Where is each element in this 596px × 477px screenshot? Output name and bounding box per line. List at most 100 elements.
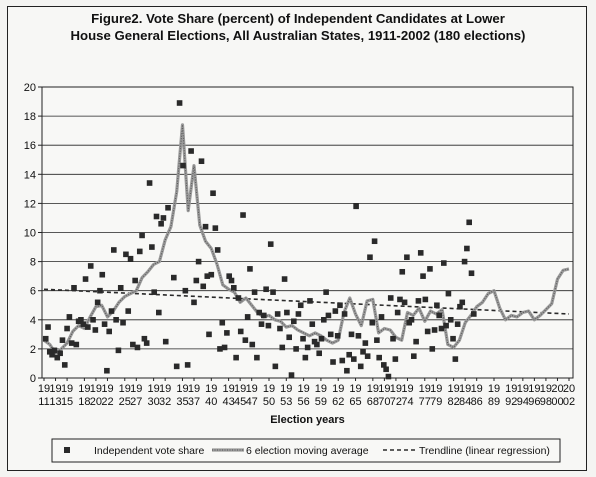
x-tick-label-bottom: 45 bbox=[234, 396, 246, 408]
x-tick-label-bottom: 47 bbox=[246, 396, 258, 408]
data-point bbox=[251, 289, 258, 295]
data-point bbox=[348, 331, 355, 338]
x-axis-label: Election years bbox=[270, 414, 345, 426]
data-point bbox=[334, 333, 341, 339]
x-tick-label-bottom: 86 bbox=[471, 396, 483, 408]
x-tick-label-top: 19 bbox=[90, 383, 102, 395]
data-point bbox=[291, 318, 297, 325]
data-point bbox=[247, 266, 253, 272]
x-tick-label-top: 19 bbox=[38, 383, 50, 395]
legend-marker-scatter bbox=[64, 447, 70, 453]
data-point bbox=[208, 271, 215, 278]
x-tick-label-top: 20 bbox=[551, 383, 563, 395]
legend-label-moving-average: 6 election moving average bbox=[246, 445, 369, 457]
data-point bbox=[461, 258, 468, 265]
y-tick-label: 10 bbox=[24, 228, 36, 240]
data-point bbox=[108, 308, 115, 314]
data-point bbox=[464, 245, 470, 252]
x-tick-label-bottom: 89 bbox=[488, 396, 500, 408]
data-point bbox=[90, 317, 96, 323]
data-point bbox=[422, 296, 429, 303]
data-point bbox=[188, 148, 194, 154]
data-point bbox=[97, 287, 103, 294]
data-point bbox=[104, 367, 110, 374]
x-tick-label-bottom: 98 bbox=[540, 396, 552, 408]
data-point bbox=[256, 309, 262, 316]
data-point bbox=[434, 302, 440, 309]
data-point bbox=[383, 366, 389, 373]
legend-label-trendline: Trendline (linear regression) bbox=[419, 445, 550, 457]
x-tick-label-bottom: 56 bbox=[297, 396, 309, 408]
data-point bbox=[212, 225, 219, 231]
data-point bbox=[92, 327, 99, 333]
x-tick-label-top: 19 bbox=[130, 383, 142, 395]
data-point bbox=[237, 328, 244, 335]
x-tick-label-bottom: 27 bbox=[130, 396, 142, 408]
data-point bbox=[235, 295, 242, 301]
data-point bbox=[134, 344, 141, 351]
x-tick-label-top: 19 bbox=[263, 383, 275, 395]
data-point bbox=[204, 273, 211, 279]
data-point bbox=[452, 356, 459, 362]
data-point bbox=[106, 328, 112, 335]
x-tick-label-bottom: 53 bbox=[280, 396, 292, 408]
data-point bbox=[66, 314, 73, 320]
data-point bbox=[51, 347, 58, 354]
data-point bbox=[82, 276, 89, 282]
data-point bbox=[364, 353, 371, 359]
data-point bbox=[371, 238, 378, 245]
y-tick-label: 2 bbox=[30, 344, 36, 356]
x-tick-label-top: 19 bbox=[101, 383, 113, 395]
data-point bbox=[191, 299, 197, 306]
data-point bbox=[344, 367, 350, 374]
x-tick-label-top: 19 bbox=[205, 383, 217, 395]
x-tick-label-top: 19 bbox=[78, 383, 90, 395]
x-tick-label-bottom: 20 bbox=[90, 396, 102, 408]
y-tick-label: 16 bbox=[24, 140, 36, 152]
data-point bbox=[176, 100, 183, 106]
data-point bbox=[101, 321, 108, 327]
data-point bbox=[61, 362, 68, 368]
data-point bbox=[447, 317, 454, 323]
data-point bbox=[468, 270, 475, 277]
data-point bbox=[120, 319, 126, 326]
x-tick-label-bottom: 30 bbox=[147, 396, 159, 408]
data-point bbox=[325, 312, 332, 319]
data-point bbox=[153, 213, 160, 220]
data-point bbox=[332, 308, 339, 314]
x-tick-label-top: 19 bbox=[419, 383, 431, 395]
data-point bbox=[445, 290, 452, 297]
x-tick-label-bottom: 25 bbox=[119, 396, 131, 408]
data-point bbox=[311, 338, 318, 345]
data-point bbox=[443, 322, 449, 329]
data-point bbox=[184, 362, 191, 368]
data-point bbox=[64, 325, 70, 332]
data-point bbox=[436, 312, 442, 319]
data-point bbox=[171, 274, 177, 281]
x-tick-label-top: 19 bbox=[447, 383, 459, 395]
data-point bbox=[427, 266, 433, 272]
data-point bbox=[117, 284, 124, 291]
x-tick-label-bottom: 68 bbox=[367, 396, 379, 408]
x-tick-label-bottom: 11 bbox=[38, 396, 49, 408]
data-point bbox=[385, 373, 392, 380]
x-tick-label-bottom: 35 bbox=[176, 396, 188, 408]
data-point bbox=[160, 215, 167, 221]
x-tick-label-bottom: 43 bbox=[222, 396, 234, 408]
data-point bbox=[339, 357, 346, 364]
data-point bbox=[353, 203, 359, 210]
data-point bbox=[327, 331, 334, 338]
data-point bbox=[71, 284, 77, 291]
data-point bbox=[182, 287, 189, 294]
data-point bbox=[297, 302, 304, 309]
x-tick-label-top: 19 bbox=[119, 383, 131, 395]
data-point bbox=[281, 276, 288, 282]
data-point bbox=[233, 354, 239, 361]
y-tick-label: 4 bbox=[30, 315, 36, 327]
data-point bbox=[130, 341, 136, 348]
x-tick-label-bottom: 02 bbox=[563, 396, 575, 408]
x-tick-label-bottom: 22 bbox=[101, 396, 113, 408]
data-point bbox=[459, 299, 466, 306]
data-point bbox=[49, 351, 55, 358]
x-tick-label-bottom: 40 bbox=[205, 396, 217, 408]
